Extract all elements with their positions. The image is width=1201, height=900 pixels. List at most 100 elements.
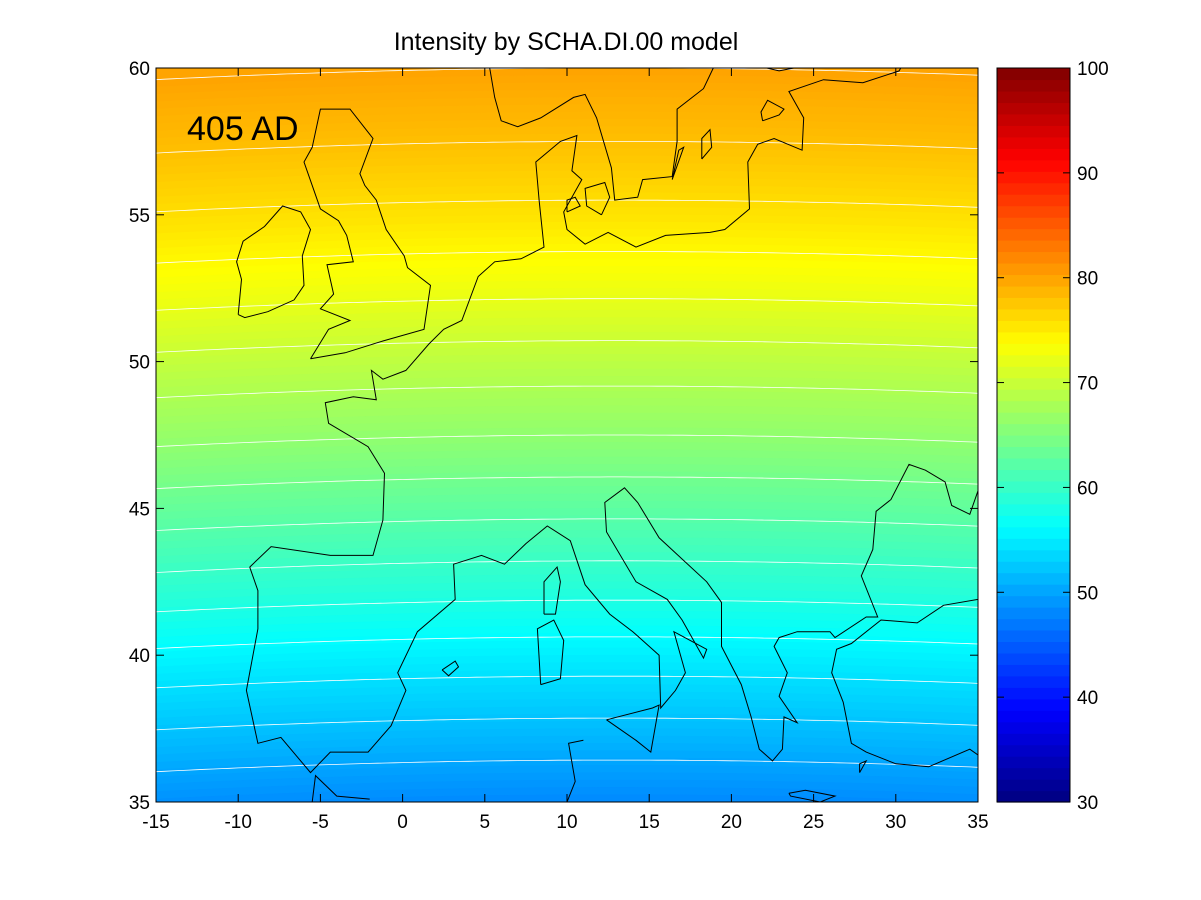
colorbar-swatch xyxy=(997,159,1070,172)
contour-line xyxy=(156,636,978,649)
colorbar-swatch xyxy=(997,572,1070,585)
intensity-band xyxy=(140,842,995,866)
colorbar-swatch xyxy=(997,584,1070,597)
y-tick-label: 40 xyxy=(129,646,150,667)
colorbar-swatch xyxy=(997,549,1070,562)
y-tick-label: 45 xyxy=(129,499,150,520)
coastline xyxy=(831,598,978,768)
coastline xyxy=(236,205,312,319)
intensity-band xyxy=(140,842,995,900)
contour-line xyxy=(156,385,978,399)
intensity-band xyxy=(140,842,995,888)
colorbar-swatch xyxy=(997,492,1070,505)
colorbar-swatch xyxy=(997,331,1070,344)
colorbar-tick-label: 100 xyxy=(1077,59,1109,80)
coastline xyxy=(760,99,785,122)
contour-line xyxy=(156,560,978,573)
intensity-band xyxy=(140,842,995,873)
colorbar-swatch xyxy=(997,285,1070,298)
colorbar-swatch xyxy=(997,400,1070,413)
coastline xyxy=(536,619,565,686)
colorbar-swatch xyxy=(997,710,1070,723)
colorbar-swatch xyxy=(997,469,1070,482)
colorbar-swatch xyxy=(997,675,1070,688)
colorbar-swatch xyxy=(997,228,1070,241)
colorbar-swatch xyxy=(997,377,1070,390)
plot-area xyxy=(140,68,995,900)
epoch-label: 405 AD xyxy=(187,110,299,148)
colorbar-tick-label: 80 xyxy=(1077,269,1098,290)
coastline xyxy=(249,68,902,568)
colorbar-swatch xyxy=(997,423,1070,436)
coastline xyxy=(441,660,460,677)
coastlines xyxy=(236,68,978,802)
colorbar-swatch xyxy=(997,90,1070,104)
colorbar-swatch xyxy=(997,526,1070,539)
colorbar-swatch xyxy=(997,194,1070,207)
colorbar-swatch xyxy=(997,503,1070,516)
x-tick-label: -10 xyxy=(224,812,251,833)
colorbar-swatch xyxy=(997,652,1070,665)
x-tick-label: -15 xyxy=(142,812,169,833)
coastline xyxy=(788,789,837,802)
colorbar-swatch xyxy=(997,687,1070,700)
colorbar-tick-label: 70 xyxy=(1077,374,1098,395)
coastline xyxy=(584,181,611,216)
coastline xyxy=(303,108,432,360)
contour-line xyxy=(156,340,978,353)
contour-line xyxy=(156,251,978,264)
colorbar-swatch xyxy=(997,538,1070,551)
x-tick-label: 0 xyxy=(397,812,408,833)
colorbar-swatch xyxy=(997,641,1070,654)
colorbar-tick-label: 90 xyxy=(1077,164,1098,185)
colorbar-tick-label: 50 xyxy=(1077,583,1098,604)
x-tick-label: 25 xyxy=(803,812,824,833)
colorbar-swatch xyxy=(997,68,1070,81)
colorbar-swatch xyxy=(997,308,1070,321)
intensity-band xyxy=(140,842,995,881)
colorbar-swatch xyxy=(997,251,1070,264)
colorbar-swatch xyxy=(997,698,1070,711)
colorbar-swatch xyxy=(997,618,1070,631)
contour-line xyxy=(156,759,978,773)
colorbar-swatch xyxy=(997,217,1070,230)
y-tick-label: 55 xyxy=(129,206,150,227)
colorbar-swatch xyxy=(997,79,1070,92)
colorbar-swatch xyxy=(997,607,1070,620)
colorbar-swatch xyxy=(997,297,1070,310)
x-tick-label: 15 xyxy=(639,812,660,833)
coastline xyxy=(245,463,978,774)
chart-title: Intensity by SCHA.DI.00 model xyxy=(394,28,739,56)
y-tick-label: 50 xyxy=(129,353,150,374)
x-axis: -15 -10 -5 0 5 10 15 20 25 30 35 xyxy=(142,68,989,833)
coastline xyxy=(311,774,370,802)
x-tick-label: 5 xyxy=(480,812,491,833)
intensity-bands xyxy=(140,68,995,900)
x-tick-label: 10 xyxy=(556,812,577,833)
colorbar-swatch xyxy=(997,435,1070,448)
colorbar-swatch xyxy=(997,354,1070,367)
coastline xyxy=(859,759,868,773)
coastline xyxy=(543,566,561,615)
coastline xyxy=(671,146,685,180)
colorbar-swatch xyxy=(997,343,1070,356)
x-tick-label: 30 xyxy=(885,812,906,833)
colorbar-swatch xyxy=(997,664,1070,677)
colorbar-swatch xyxy=(997,515,1070,528)
colorbar-swatch xyxy=(997,389,1070,402)
colorbar-swatch xyxy=(997,446,1070,459)
colorbar-swatch xyxy=(997,756,1070,769)
colorbar-swatch xyxy=(997,412,1070,425)
coastline xyxy=(701,128,713,160)
colorbar-swatch xyxy=(997,182,1070,195)
contour-line xyxy=(156,518,978,531)
intensity-band xyxy=(243,794,978,802)
colorbar-swatch xyxy=(997,125,1070,138)
colorbar-swatch xyxy=(997,274,1070,287)
colorbar-swatch xyxy=(997,733,1070,746)
colorbar-swatch xyxy=(997,148,1070,161)
y-tick-label: 35 xyxy=(129,793,150,814)
colorbar-swatch xyxy=(997,171,1070,184)
contour-line xyxy=(156,675,978,689)
